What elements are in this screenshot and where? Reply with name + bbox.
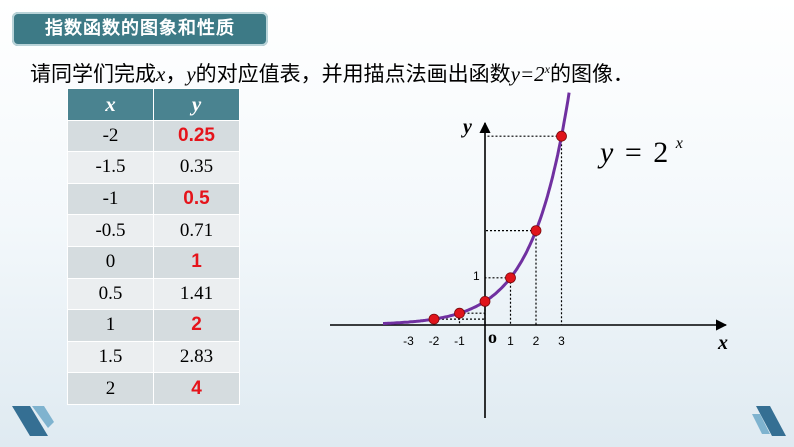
table-row: 0.5 1.41 [67, 277, 240, 311]
x-tick-label: -1 [454, 334, 465, 348]
x-tick-label: 1 [507, 334, 514, 348]
dotted-guides [433, 135, 563, 325]
cell-x: -1.5 [67, 151, 154, 184]
cell-y: 2 [153, 309, 240, 342]
section-title: 指数函数的图象和性质 [12, 12, 268, 46]
curve-label-base: 2 [653, 136, 668, 169]
table-row: 1.5 2.83 [67, 340, 240, 374]
table-row: -2 0.25 [67, 119, 240, 153]
exponential-curve [383, 92, 571, 325]
x-axis-label: x [717, 332, 728, 354]
instruction-mid: 的对应值表，并用描点法画出函数 [195, 62, 511, 86]
y-tick-label-1: 1 [473, 269, 480, 283]
data-point [505, 272, 516, 284]
cell-x: -2 [67, 119, 154, 153]
instruction-text: 请同学们完成x，y的对应值表，并用描点法画出函数y=2x的图像． [30, 58, 634, 88]
table-row: -1.5 0.35 [67, 151, 240, 184]
instruction-post: 的图像． [549, 62, 634, 86]
x-tick-label: -3 [403, 334, 414, 348]
curve-label-equals: = [625, 136, 642, 169]
data-point [454, 307, 465, 319]
cell-y: 0.71 [153, 214, 240, 247]
cell-x: 0 [67, 245, 154, 279]
data-point [479, 295, 491, 307]
origin-label: o [488, 327, 497, 347]
x-tick-label: 2 [533, 334, 540, 348]
instruction-function-exponent: x [544, 62, 550, 76]
cell-x: 1.5 [67, 340, 154, 374]
cell-y: 0.35 [153, 151, 240, 184]
instruction-var-x: x [156, 62, 166, 86]
instruction-comma: ， [165, 62, 187, 86]
value-table: x y -2 0.25 -1.5 0.35 -1 0.5 -0.5 0.71 0 1 0.5 1.41… [67, 88, 240, 405]
column-header-y: y [153, 88, 240, 121]
curve-label-y: y [597, 136, 614, 169]
cell-y: 4 [153, 372, 240, 405]
curve-label: y = 2 x [597, 135, 683, 169]
instruction-pre: 请同学们完成 [30, 62, 156, 86]
cell-y: 1 [153, 245, 240, 279]
cell-x: 0.5 [67, 277, 154, 311]
cell-y: 0.25 [153, 119, 240, 153]
corner-decoration-right [752, 406, 786, 436]
data-point [556, 130, 567, 142]
plotted-points [428, 130, 567, 325]
curve-label-exponent: x [675, 135, 683, 152]
instruction-function: y=2 [510, 62, 545, 86]
cell-x: -0.5 [67, 214, 154, 247]
x-tick-labels: -3 -2 -1 1 2 3 [403, 334, 565, 348]
cell-x: 2 [67, 372, 154, 405]
table-row: -0.5 0.71 [67, 214, 240, 247]
data-point [530, 225, 542, 237]
x-tick-label: -2 [429, 334, 440, 348]
y-axis-label: y [461, 116, 472, 138]
x-tick-label: 3 [558, 334, 565, 348]
instruction-var-y: y [186, 62, 196, 86]
corner-decoration-left [12, 406, 54, 436]
data-point [428, 313, 440, 325]
cell-y: 1.41 [153, 277, 240, 311]
